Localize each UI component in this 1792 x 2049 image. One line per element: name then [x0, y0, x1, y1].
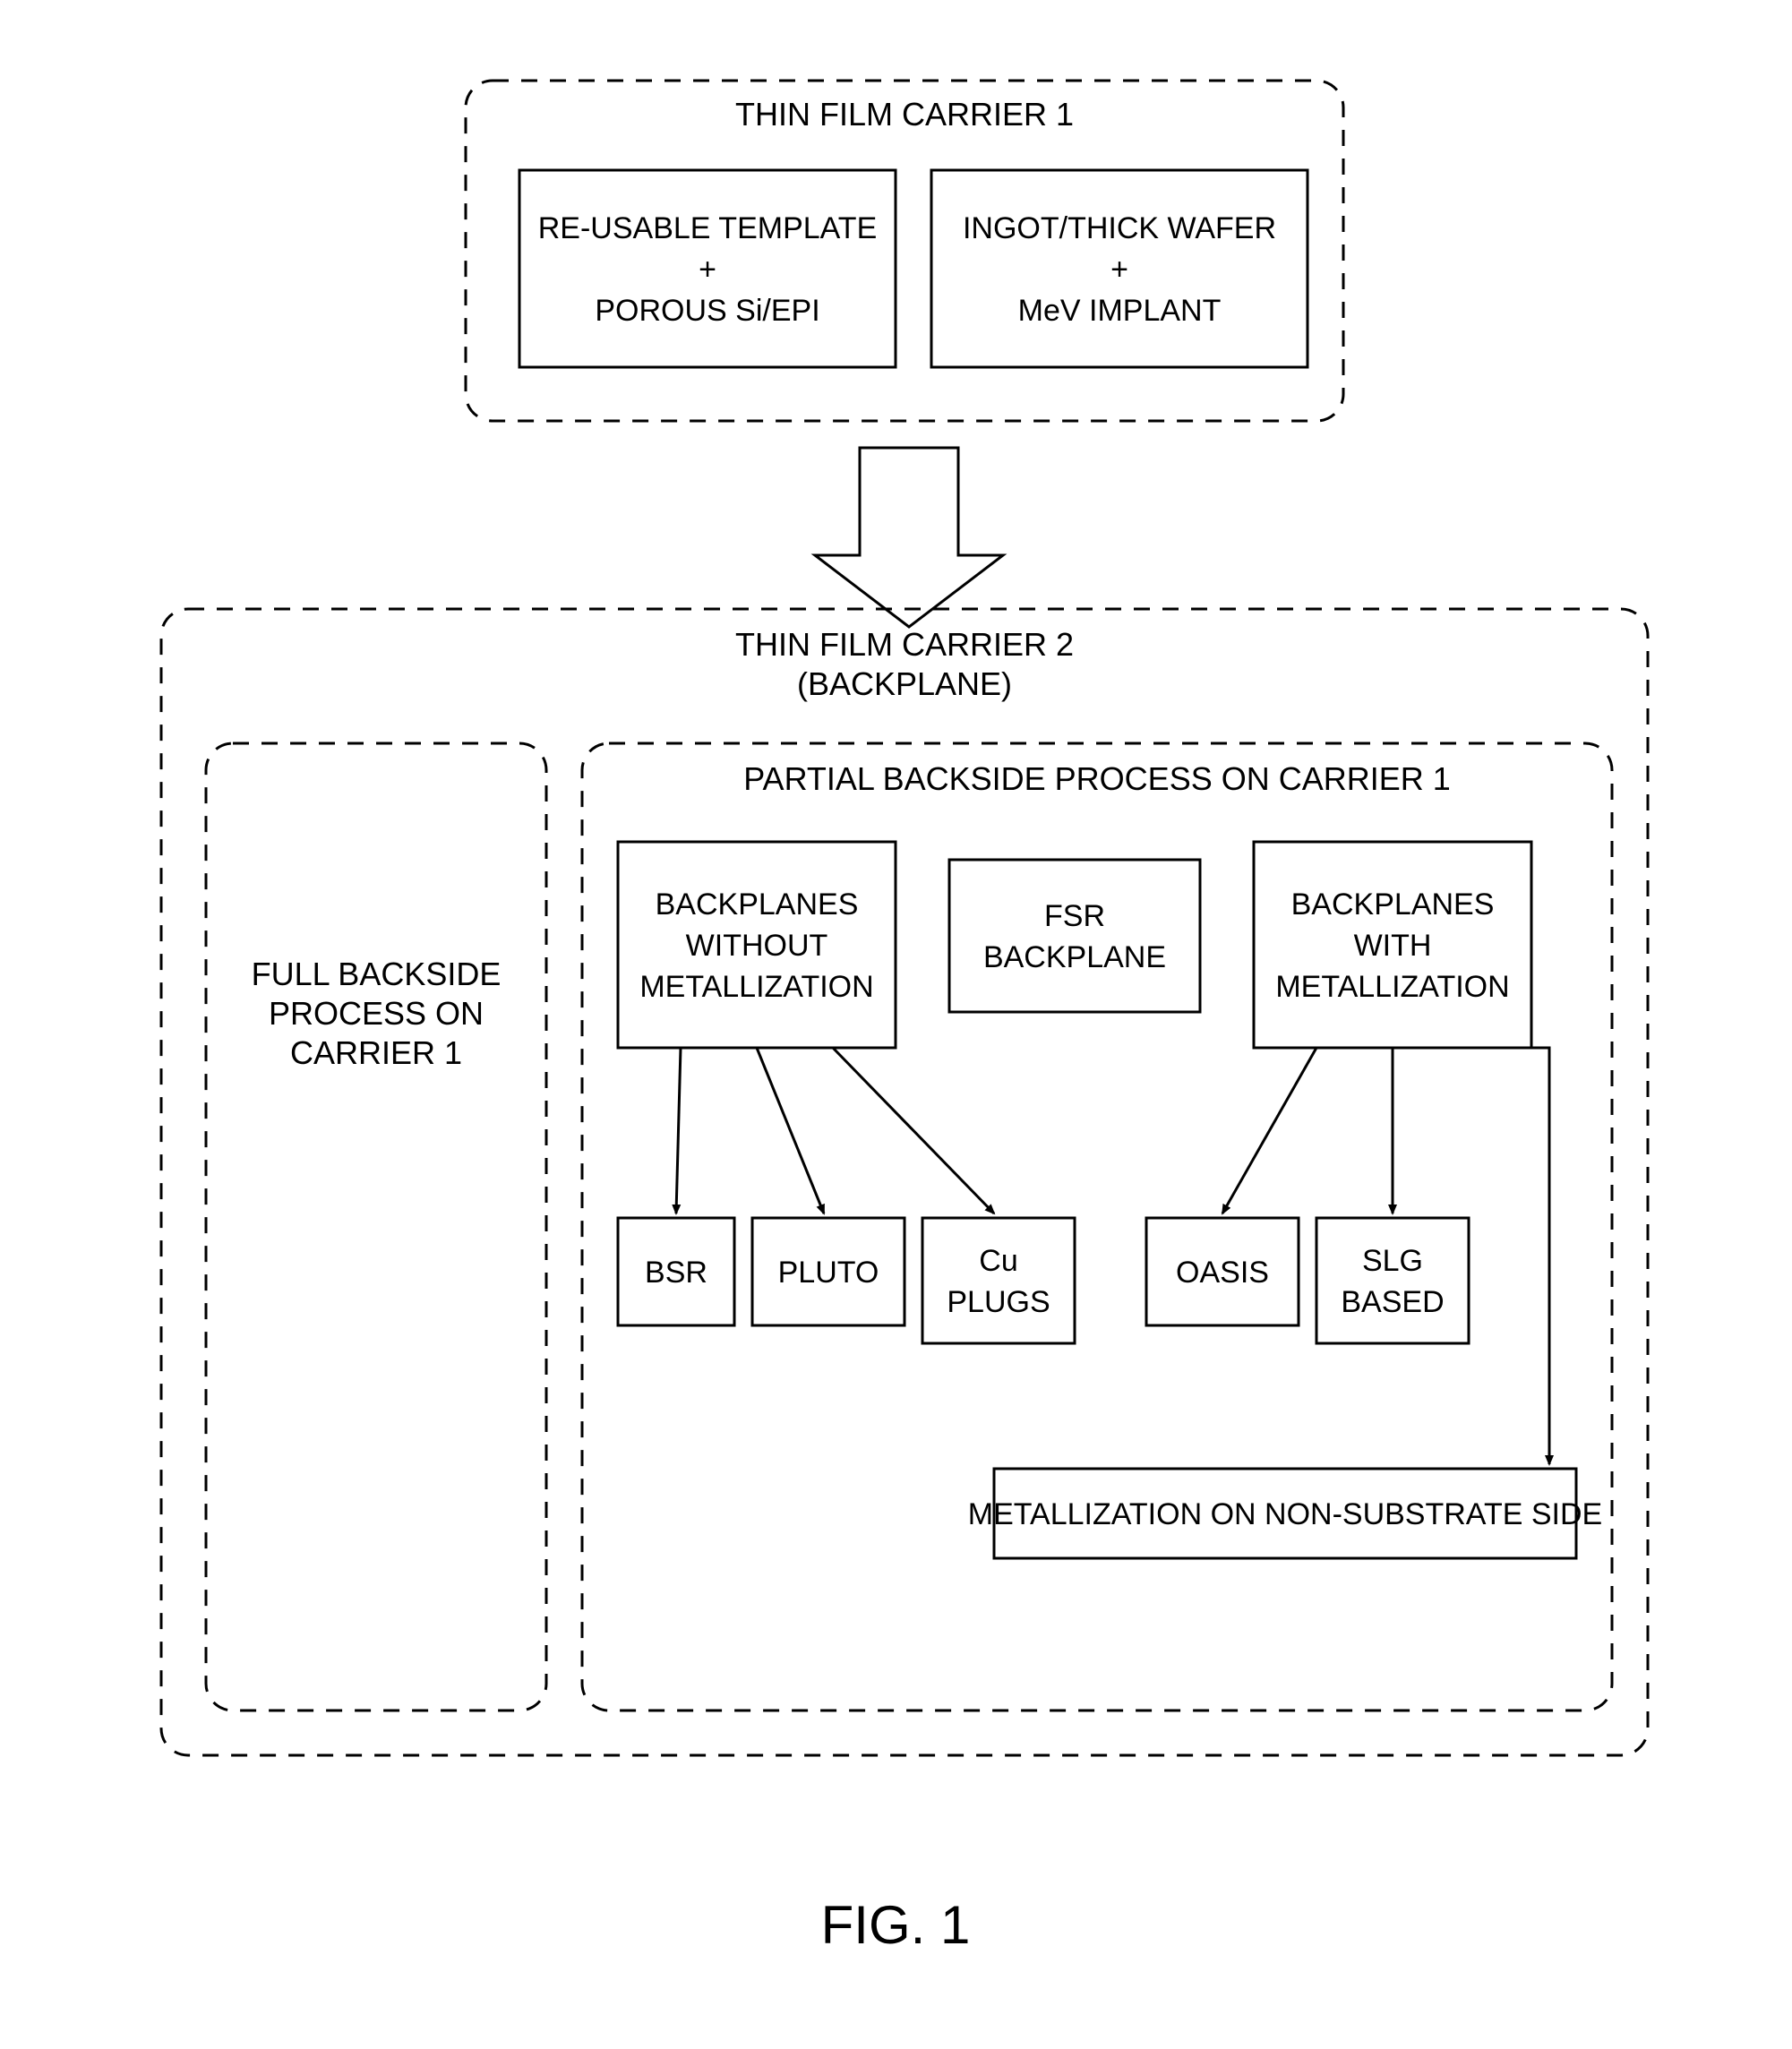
- figure-caption: FIG. 1: [821, 1895, 971, 1955]
- box-text: POROUS Si/EPI: [595, 294, 819, 328]
- arrow-to-pluto: [757, 1048, 824, 1213]
- container-subtitle: (BACKPLANE): [797, 665, 1012, 702]
- box-text: FSR: [1044, 899, 1105, 933]
- box-text: MeV IMPLANT: [1018, 294, 1222, 328]
- container-label-line: CARRIER 1: [290, 1034, 462, 1071]
- container-title: PARTIAL BACKSIDE PROCESS ON CARRIER 1: [743, 760, 1451, 797]
- arrow-to-bsr: [676, 1048, 681, 1213]
- box-text: WITHOUT: [686, 929, 828, 963]
- container-label-line: PROCESS ON: [269, 995, 484, 1032]
- box-b_ingot: INGOT/THICK WAFER + MeV IMPLANT: [931, 170, 1308, 367]
- box-text: SLG: [1362, 1244, 1423, 1278]
- box-b_metal: METALLIZATION ON NON-SUBSTRATE SIDE: [968, 1469, 1602, 1558]
- box-text: INGOT/THICK WAFER: [963, 211, 1276, 245]
- box-b_fsr: FSR BACKPLANE: [949, 860, 1200, 1012]
- box-text: BSR: [645, 1256, 707, 1290]
- box-text: WITH: [1354, 929, 1432, 963]
- box-text: OASIS: [1176, 1256, 1269, 1290]
- arrow-to-metal: [1469, 1048, 1549, 1464]
- box-text: PLUGS: [947, 1285, 1050, 1319]
- box-b_slg: SLG BASED: [1316, 1218, 1469, 1343]
- arrow-to-cuplugs: [833, 1048, 994, 1213]
- box-text: RE-USABLE TEMPLATE: [538, 211, 878, 245]
- box-text: METALLIZATION: [639, 970, 873, 1004]
- box-text: PLUTO: [778, 1256, 879, 1290]
- container-title: THIN FILM CARRIER 2: [735, 626, 1074, 663]
- box-b_oasis: OASIS: [1146, 1218, 1299, 1325]
- container-c3: FULL BACKSIDEPROCESS ONCARRIER 1: [206, 743, 546, 1710]
- box-text: BACKPLANE: [983, 940, 1166, 974]
- box-b_with: BACKPLANES WITH METALLIZATION: [1254, 842, 1531, 1048]
- box-text: +: [699, 253, 716, 287]
- box-text: BACKPLANES: [656, 887, 859, 922]
- container-c1: THIN FILM CARRIER 1: [466, 81, 1343, 421]
- box-text: METALLIZATION: [1275, 970, 1509, 1004]
- box-b_template: RE-USABLE TEMPLATE + POROUS Si/EPI: [519, 170, 896, 367]
- container-title: THIN FILM CARRIER 1: [735, 96, 1074, 133]
- box-text: METALLIZATION ON NON-SUBSTRATE SIDE: [968, 1497, 1602, 1531]
- box-text: BACKPLANES: [1291, 887, 1495, 922]
- box-b_cuplugs: Cu PLUGS: [922, 1218, 1075, 1343]
- box-b_without: BACKPLANES WITHOUT METALLIZATION: [618, 842, 896, 1048]
- big-arrow-icon: [815, 448, 1003, 627]
- box-b_bsr: BSR: [618, 1218, 734, 1325]
- arrow-to-oasis: [1222, 1048, 1316, 1213]
- box-text: Cu: [979, 1244, 1017, 1278]
- container-label-line: FULL BACKSIDE: [252, 956, 502, 992]
- box-b_pluto: PLUTO: [752, 1218, 905, 1325]
- box-text: BASED: [1341, 1285, 1444, 1319]
- box-text: +: [1110, 253, 1128, 287]
